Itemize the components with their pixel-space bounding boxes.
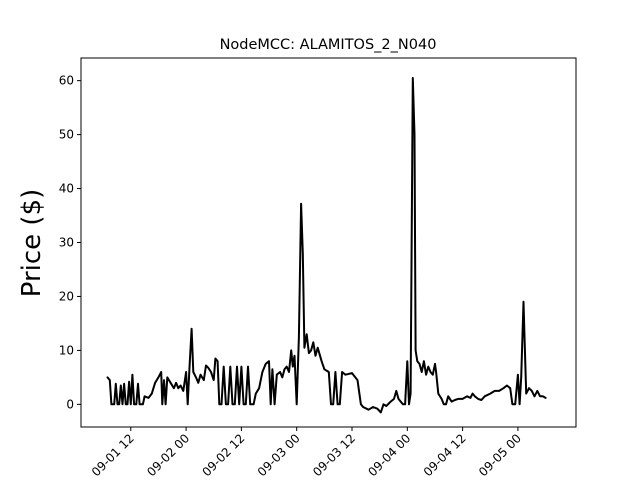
series-line-0 bbox=[106, 77, 547, 414]
y-axis: 0 10 20 30 40 50 60 bbox=[59, 74, 81, 411]
y-tick-label: 50 bbox=[59, 128, 74, 142]
plot-area bbox=[106, 77, 547, 414]
chart-title: NodeMCC: ALAMITOS_2_N040 bbox=[220, 37, 437, 53]
y-axis-label: Price ($) bbox=[17, 189, 47, 298]
y-tick-label: 40 bbox=[59, 182, 74, 196]
y-tick-label: 10 bbox=[59, 343, 74, 357]
y-tick-label: 30 bbox=[59, 236, 74, 250]
y-tick-label: 20 bbox=[59, 289, 74, 303]
y-tick-label: 60 bbox=[59, 74, 74, 88]
y-tick-label: 0 bbox=[66, 397, 74, 411]
